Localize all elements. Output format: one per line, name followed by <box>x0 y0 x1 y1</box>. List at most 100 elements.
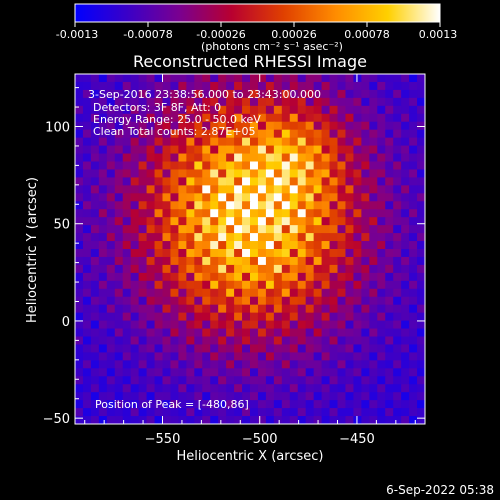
heatmap-cell <box>178 113 187 123</box>
heatmap-cell <box>98 344 108 354</box>
heatmap-cell <box>98 400 108 409</box>
x-tick-label: −450 <box>339 432 375 447</box>
heatmap-cell <box>353 74 362 83</box>
heatmap-cell <box>265 336 275 346</box>
heatmap-cell <box>337 241 347 250</box>
heatmap-cell <box>417 408 425 417</box>
heatmap-cell <box>218 89 227 99</box>
heatmap-cell <box>305 392 315 401</box>
heatmap-cell <box>329 129 339 139</box>
heatmap-cell <box>170 241 180 250</box>
heatmap-cell <box>138 312 148 322</box>
heatmap-cell <box>369 392 378 401</box>
heatmap-cell <box>409 368 418 377</box>
heatmap-cell <box>265 177 275 186</box>
heatmap-cell <box>234 304 243 314</box>
heatmap-cell <box>114 376 124 385</box>
heatmap-cell <box>401 376 410 385</box>
heatmap-cell <box>186 296 195 306</box>
heatmap-cell <box>234 225 243 234</box>
heatmap-cell <box>154 336 164 346</box>
heatmap-cell <box>345 113 355 123</box>
heatmap-cell <box>409 312 418 322</box>
heatmap-cell <box>417 264 425 274</box>
heatmap-cell <box>313 392 323 401</box>
heatmap-cell <box>337 408 347 417</box>
heatmap-cell <box>178 360 187 369</box>
heatmap-cell <box>345 249 355 258</box>
heatmap-cell <box>218 328 227 338</box>
heatmap-cell <box>98 233 108 242</box>
heatmap-cell <box>337 312 347 322</box>
heatmap-cell <box>361 169 370 179</box>
heatmap-cell <box>210 201 219 210</box>
heatmap-cell <box>242 161 251 171</box>
heatmap-cell <box>202 408 211 417</box>
heatmap-cell <box>265 416 275 424</box>
heatmap-cell <box>154 256 164 266</box>
heatmap-cell <box>234 344 243 354</box>
heatmap-cell <box>345 105 355 115</box>
heatmap-cell <box>194 193 203 202</box>
heatmap-cell <box>186 129 195 139</box>
heatmap-cell <box>385 177 394 186</box>
heatmap-cell <box>98 352 108 361</box>
heatmap-cell <box>385 288 394 298</box>
heatmap-cell <box>337 336 347 346</box>
heatmap-cell <box>393 392 402 401</box>
heatmap-cell <box>170 264 180 274</box>
heatmap-cell <box>162 113 172 123</box>
heatmap-cell <box>257 416 267 424</box>
heatmap-cell <box>377 121 386 131</box>
heatmap-cell <box>218 344 227 354</box>
heatmap-cell <box>337 368 347 377</box>
heatmap-cell <box>202 169 211 179</box>
heatmap-cell <box>337 272 347 282</box>
heatmap-cell <box>194 408 203 417</box>
heatmap-cell <box>353 360 362 369</box>
heatmap-cell <box>130 225 140 234</box>
heatmap-cell <box>250 312 259 322</box>
heatmap-cell <box>377 217 386 226</box>
heatmap-cell <box>273 264 283 274</box>
heatmap-cell <box>218 352 227 361</box>
heatmap-cell <box>146 304 156 314</box>
heatmap-cell <box>138 352 148 361</box>
heatmap-cell <box>345 74 355 83</box>
heatmap-cell <box>98 312 108 322</box>
heatmap-cell <box>345 129 355 139</box>
heatmap-cell <box>138 288 148 298</box>
colorbar-tick-label: -0.0013 <box>56 28 98 41</box>
heatmap-cell <box>242 89 251 99</box>
heatmap-cell <box>202 416 211 424</box>
heatmap-cell <box>297 74 307 83</box>
heatmap-cell <box>130 288 140 298</box>
heatmap-cell <box>154 137 164 147</box>
heatmap-cell <box>170 288 180 298</box>
heatmap-cell <box>234 161 243 171</box>
heatmap-cell <box>186 177 195 186</box>
heatmap-cell <box>265 280 275 290</box>
heatmap-cell <box>257 376 267 385</box>
heatmap-cell <box>377 177 386 186</box>
heatmap-cell <box>337 384 347 393</box>
heatmap-cell <box>313 161 323 171</box>
heatmap-cell <box>417 201 425 210</box>
heatmap-cell <box>146 288 156 298</box>
heatmap-cell <box>361 129 370 139</box>
heatmap-cell <box>377 81 386 91</box>
heatmap-cell <box>321 312 331 322</box>
heatmap-cell <box>337 209 347 218</box>
heatmap-cell <box>377 336 386 346</box>
heatmap-cell <box>75 129 84 139</box>
heatmap-cell <box>210 376 219 385</box>
heatmap-cell <box>313 384 323 393</box>
heatmap-cell <box>250 408 259 417</box>
heatmap-cell <box>75 81 84 91</box>
heatmap-cell <box>337 121 347 131</box>
heatmap-cell <box>146 105 156 115</box>
heatmap-cell <box>329 280 339 290</box>
heatmap-cell <box>297 177 307 186</box>
heatmap-cell <box>417 153 425 163</box>
heatmap-cell <box>257 368 267 377</box>
